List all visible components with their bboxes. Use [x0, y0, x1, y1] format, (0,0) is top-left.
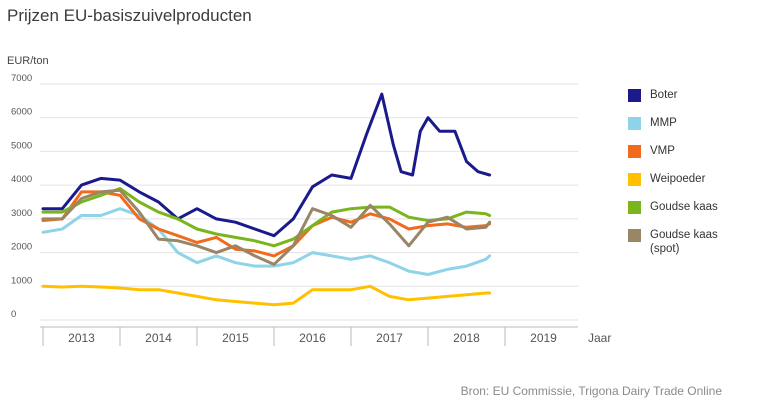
series-line-goudse-kaas	[41, 187, 492, 248]
series-line-vmp	[41, 190, 492, 258]
y-tick-label: 6000	[11, 107, 32, 118]
series-line-weipoeder	[41, 284, 492, 307]
legend-swatch	[628, 89, 641, 102]
legend-swatch	[628, 173, 641, 186]
x-tick-label: 2017	[376, 331, 403, 345]
x-tick-label: 2018	[453, 331, 480, 345]
legend-item: Weipoeder	[628, 172, 718, 200]
x-tick-label: 2019	[530, 331, 557, 345]
y-axis-unit: EUR/ton	[7, 55, 49, 67]
legend-item: VMP	[628, 144, 718, 172]
y-tick-label: 2000	[11, 242, 32, 253]
x-tick-label: 2013	[68, 331, 95, 345]
legend-label: Boter	[650, 89, 678, 101]
series-line-goudse-kaas	[41, 188, 492, 266]
grid-layer	[40, 83, 578, 321]
x-tick-label: 2014	[145, 331, 172, 345]
y-tick-label: 4000	[11, 174, 32, 185]
series-line-mmp	[41, 207, 492, 276]
legend-item: Goudse kaas	[628, 200, 718, 228]
series-layer	[41, 92, 492, 307]
y-tick-label: 1000	[11, 275, 32, 286]
legend-item: Goudse kaas (spot)	[628, 228, 718, 256]
legend-label: Weipoeder	[650, 173, 706, 185]
legend-label: Goudse kaas (spot)	[650, 229, 718, 255]
legend-swatch	[628, 145, 641, 158]
x-axis-title: Jaar	[588, 331, 611, 345]
y-tick-label: 5000	[11, 140, 32, 151]
source-note: Bron: EU Commissie, Trigona Dairy Trade …	[460, 384, 722, 398]
legend: Boter MMP VMP Weipoeder Goudse kaas Goudse ka…	[628, 88, 718, 256]
chart-title: Prijzen EU-basiszuivelproducten	[7, 6, 252, 25]
legend-label: VMP	[650, 145, 675, 157]
axis-layer: 0 1000 2000 3000 4000 5000 6000 7000 2013 2014 201…	[11, 73, 611, 346]
legend-swatch	[628, 229, 641, 242]
legend-label: Goudse kaas	[650, 201, 718, 213]
y-tick-label: 0	[11, 309, 16, 320]
legend-label: MMP	[650, 117, 677, 129]
legend-swatch	[628, 201, 641, 214]
legend-item: Boter	[628, 88, 718, 116]
x-tick-label: 2016	[299, 331, 326, 345]
legend-item: MMP	[628, 116, 718, 144]
legend-swatch	[628, 117, 641, 130]
y-tick-label: 7000	[11, 73, 32, 84]
series-line-boter	[41, 92, 492, 238]
y-tick-label: 3000	[11, 208, 32, 219]
x-tick-label: 2015	[222, 331, 249, 345]
